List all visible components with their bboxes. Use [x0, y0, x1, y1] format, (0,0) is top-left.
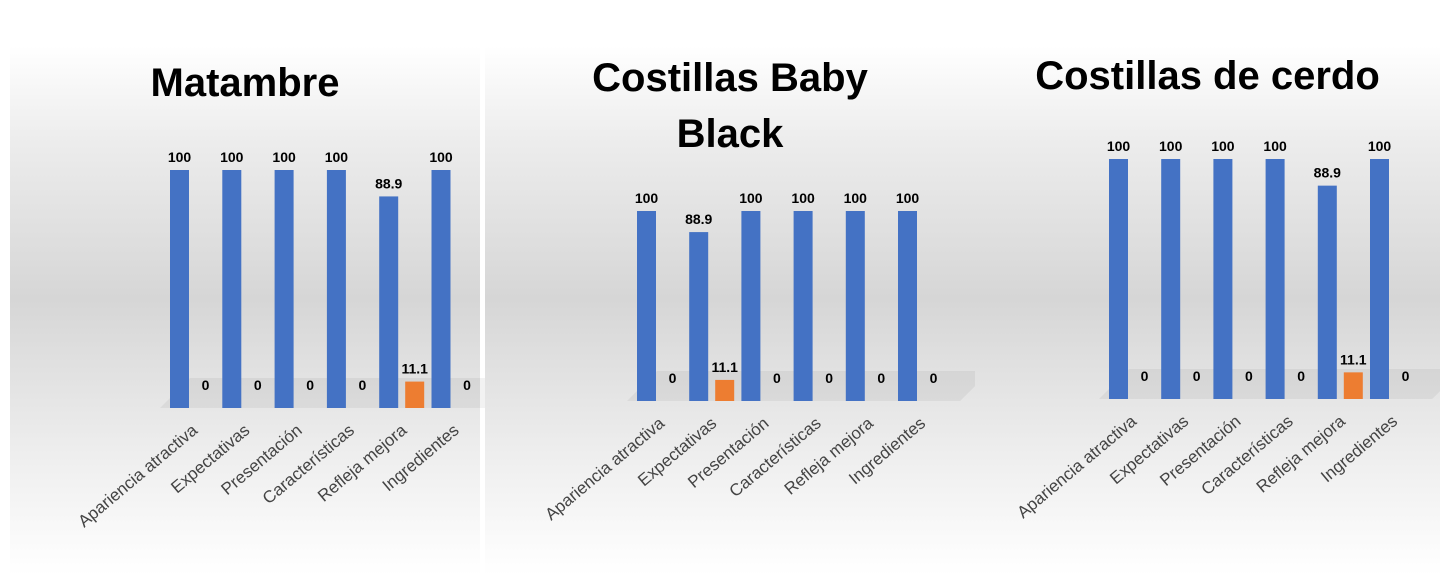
data-label: 100	[635, 190, 659, 206]
bar-series-1	[637, 211, 656, 401]
bar-series-2	[1343, 372, 1363, 399]
data-label: 0	[1245, 368, 1253, 384]
data-label: 0	[306, 377, 314, 393]
bar-series-1	[689, 232, 709, 401]
data-label: 100	[429, 149, 453, 165]
data-label: 100	[325, 149, 349, 165]
data-label: 0	[669, 370, 677, 386]
chart-title: Costillas Baby Black	[592, 56, 868, 156]
data-label: 100	[220, 149, 244, 165]
data-label: 11.1	[1340, 351, 1367, 367]
bar-series-1	[222, 170, 242, 408]
data-label: 100	[1211, 138, 1235, 154]
data-label: 0	[1141, 368, 1149, 384]
data-label: 100	[791, 190, 815, 206]
chart-panel-costillas-baby-black: Costillas Baby Black 100 0 Apariencia atra…	[485, 0, 991, 575]
category-label: Características	[726, 414, 825, 501]
bar-series-1	[898, 211, 917, 401]
data-label: 100	[844, 190, 868, 206]
bar-series-1	[326, 170, 346, 408]
chart-title: Costillas de cerdo	[1035, 54, 1380, 98]
category-label: Refleja mejora	[314, 420, 411, 505]
data-label: 88.9	[685, 211, 712, 227]
data-label: 100	[1368, 138, 1392, 154]
bar-series-1	[1317, 185, 1337, 399]
data-label: 0	[773, 370, 781, 386]
data-label: 0	[1402, 368, 1410, 384]
data-label: 11.1	[711, 359, 738, 375]
bar-series-1	[845, 211, 865, 401]
data-label: 0	[359, 377, 367, 393]
category-label: Características	[1198, 412, 1297, 499]
bar-series-1	[431, 170, 451, 408]
data-label: 0	[877, 370, 885, 386]
bar-series-1	[1109, 159, 1128, 399]
chart-title: Matambre	[150, 61, 340, 105]
data-label: 100	[1263, 138, 1287, 154]
bar-series-1	[1161, 159, 1181, 399]
chart-panel-costillas-de-cerdo: Costillas de cerdo 100 0 Apariencia atract…	[975, 0, 1440, 575]
data-label: 0	[1193, 368, 1201, 384]
bar-series-1	[170, 170, 189, 408]
bar-series-1	[1370, 159, 1389, 399]
data-label: 100	[1159, 138, 1183, 154]
data-label: 100	[739, 190, 763, 206]
chart-panel-matambre: Matambre 100 0 Apariencia atractiva 100 0 Exp…	[10, 0, 524, 575]
data-label: 100	[1107, 138, 1131, 154]
data-label: 0	[930, 370, 938, 386]
category-label: Refleja mejora	[781, 413, 878, 498]
bar-series-1	[1213, 159, 1233, 399]
bar-series-1	[274, 170, 294, 408]
data-label: 100	[272, 149, 296, 165]
bar-series-1	[379, 196, 399, 408]
data-label: 88.9	[375, 175, 402, 191]
data-label: 100	[168, 149, 192, 165]
data-label: 11.1	[401, 361, 428, 377]
data-label: 0	[825, 370, 833, 386]
category-label: Refleja mejora	[1253, 411, 1350, 496]
bar-series-2	[715, 379, 735, 401]
data-label: 88.9	[1314, 165, 1341, 181]
data-label: 0	[1297, 368, 1305, 384]
data-label: 100	[896, 190, 920, 206]
bar-series-1	[1265, 159, 1285, 399]
category-label: Características	[259, 421, 358, 508]
bar-series-1	[793, 211, 813, 401]
data-label: 0	[202, 377, 210, 393]
bar-series-1	[741, 211, 761, 401]
bar-series-2	[405, 381, 425, 408]
data-label: 0	[254, 377, 262, 393]
data-label: 0	[463, 377, 471, 393]
